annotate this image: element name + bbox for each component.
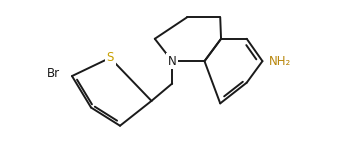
Text: Br: Br (47, 67, 60, 80)
Text: S: S (106, 51, 114, 64)
Text: N: N (168, 55, 177, 68)
Text: NH₂: NH₂ (269, 55, 291, 68)
